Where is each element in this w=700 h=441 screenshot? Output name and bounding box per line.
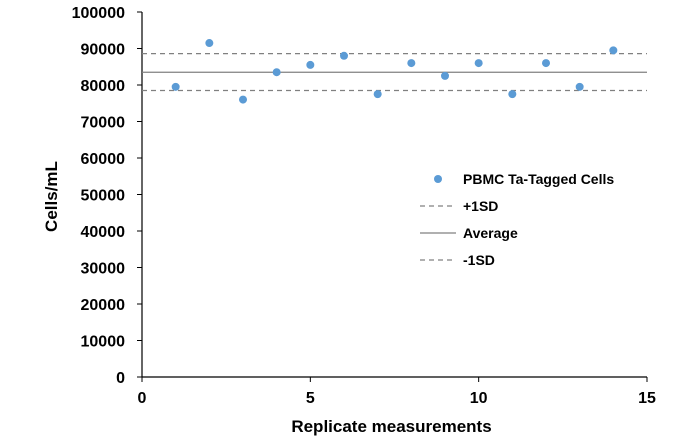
data-point (239, 95, 247, 104)
y-tick-label: 10000 (81, 334, 126, 351)
x-axis-ticks: 0 5 10 15 (138, 377, 656, 407)
y-tick-label: 70000 (81, 115, 126, 132)
y-tick-label: 20000 (81, 297, 126, 314)
x-tick-label: 0 (138, 390, 147, 407)
data-point (508, 90, 517, 99)
legend-label: +1SD (463, 198, 498, 214)
legend-label: PBMC Ta-Tagged Cells (463, 171, 614, 187)
legend-label: Average (463, 225, 518, 241)
data-point (575, 82, 584, 91)
y-tick-label: 0 (116, 370, 125, 387)
x-tick-label: 5 (306, 390, 315, 407)
reference-lines (142, 53, 647, 92)
y-tick-label: 50000 (81, 188, 126, 205)
y-axis-title: Cells/mL (42, 161, 61, 232)
y-tick-label: 60000 (81, 151, 126, 168)
data-point (171, 82, 180, 91)
legend-item-plus-1sd: +1SD (420, 198, 498, 214)
legend-label: -1SD (463, 252, 495, 268)
data-point (272, 68, 281, 77)
data-points (171, 39, 618, 104)
y-tick-label: 40000 (81, 224, 126, 241)
data-point (306, 60, 315, 69)
data-point (340, 51, 348, 60)
legend-item-pbmc: PBMC Ta-Tagged Cells (434, 171, 614, 187)
data-point (542, 59, 550, 68)
x-tick-label: 10 (470, 390, 488, 407)
data-point (407, 59, 416, 68)
y-tick-label: 90000 (81, 42, 126, 59)
legend-item-minus-1sd: -1SD (420, 252, 495, 268)
y-tick-label: 80000 (81, 78, 126, 95)
x-axis-title: Replicate measurements (291, 417, 491, 436)
y-tick-label: 30000 (81, 261, 126, 278)
data-point (205, 39, 214, 48)
legend: PBMC Ta-Tagged Cells +1SD Average -1SD (420, 171, 614, 268)
legend-marker (434, 175, 442, 183)
legend-item-average: Average (420, 225, 518, 241)
data-point (441, 71, 449, 80)
data-point (373, 90, 382, 99)
data-point (474, 59, 483, 68)
y-tick-label: 100000 (72, 5, 125, 22)
x-tick-label: 15 (638, 390, 656, 407)
y-axis-ticks: 0 10000 20000 30000 40000 50000 60000 70000 8000… (72, 5, 142, 387)
data-point (609, 46, 618, 55)
